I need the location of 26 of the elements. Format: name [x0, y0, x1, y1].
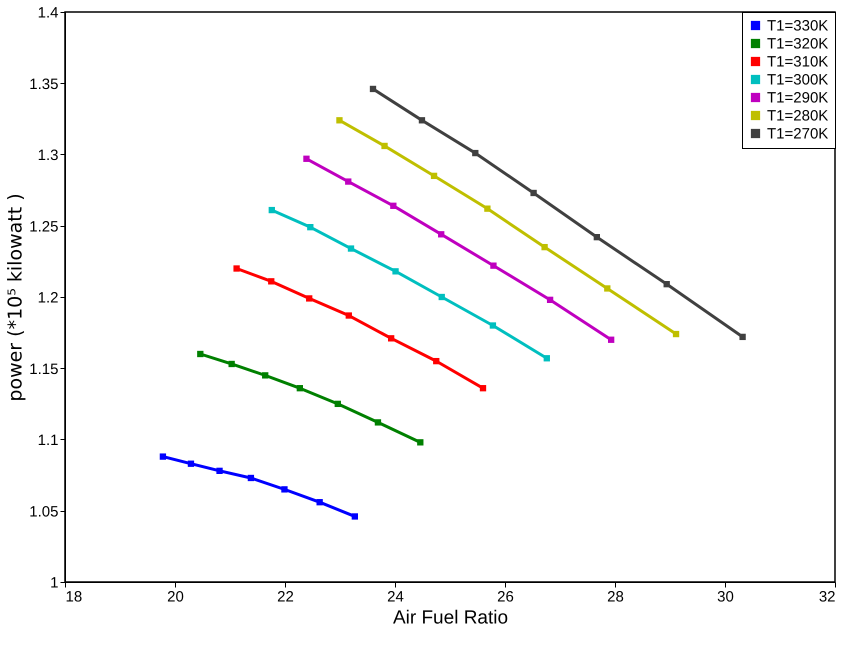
x-tick-label: 18 [66, 588, 82, 606]
y-tick-label: 1.15 [29, 360, 58, 378]
legend-label: T1=280K [767, 108, 828, 124]
legend-label: T1=290K [767, 90, 828, 106]
legend-label: T1=330K [767, 18, 828, 34]
legend-label: T1=300K [767, 72, 828, 88]
y-tick-label: 1.05 [29, 503, 58, 520]
legend-label: T1=310K [767, 54, 828, 70]
x-tick-label: 22 [277, 588, 294, 606]
y-tick-label: 1.4 [38, 4, 58, 22]
x-tick-label: 26 [497, 588, 514, 606]
y-tick-label: 1.1 [38, 432, 58, 449]
y-tick-label: 1.35 [29, 76, 58, 93]
y-tick-label: 1.3 [38, 147, 58, 164]
legend-label: T1=270K [767, 126, 828, 142]
y-tick-label: 1.25 [29, 218, 58, 236]
y-tick-label: 1.2 [38, 290, 58, 306]
legend-label: T1=320K [767, 36, 828, 52]
x-tick-label: 30 [717, 588, 734, 606]
y-axis-title: power (*10⁵ kilowatt ) [4, 193, 26, 402]
x-tick-label: 28 [607, 588, 624, 606]
y-tick-label: 1 [50, 574, 58, 592]
x-tick-label: 24 [387, 588, 404, 606]
x-axis-title: Air Fuel Ratio [392, 608, 508, 628]
x-tick-label: 20 [167, 588, 184, 606]
x-tick-label: 32 [818, 588, 836, 606]
